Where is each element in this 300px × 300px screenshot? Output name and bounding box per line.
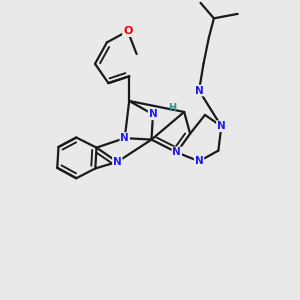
Text: O: O	[123, 26, 132, 36]
Text: H: H	[168, 103, 176, 113]
Text: N: N	[195, 85, 203, 96]
Text: N: N	[172, 147, 181, 158]
Text: N: N	[217, 121, 226, 131]
Text: N: N	[195, 156, 203, 166]
Text: N: N	[148, 109, 157, 119]
Text: N: N	[113, 157, 122, 167]
Text: N: N	[120, 133, 129, 143]
